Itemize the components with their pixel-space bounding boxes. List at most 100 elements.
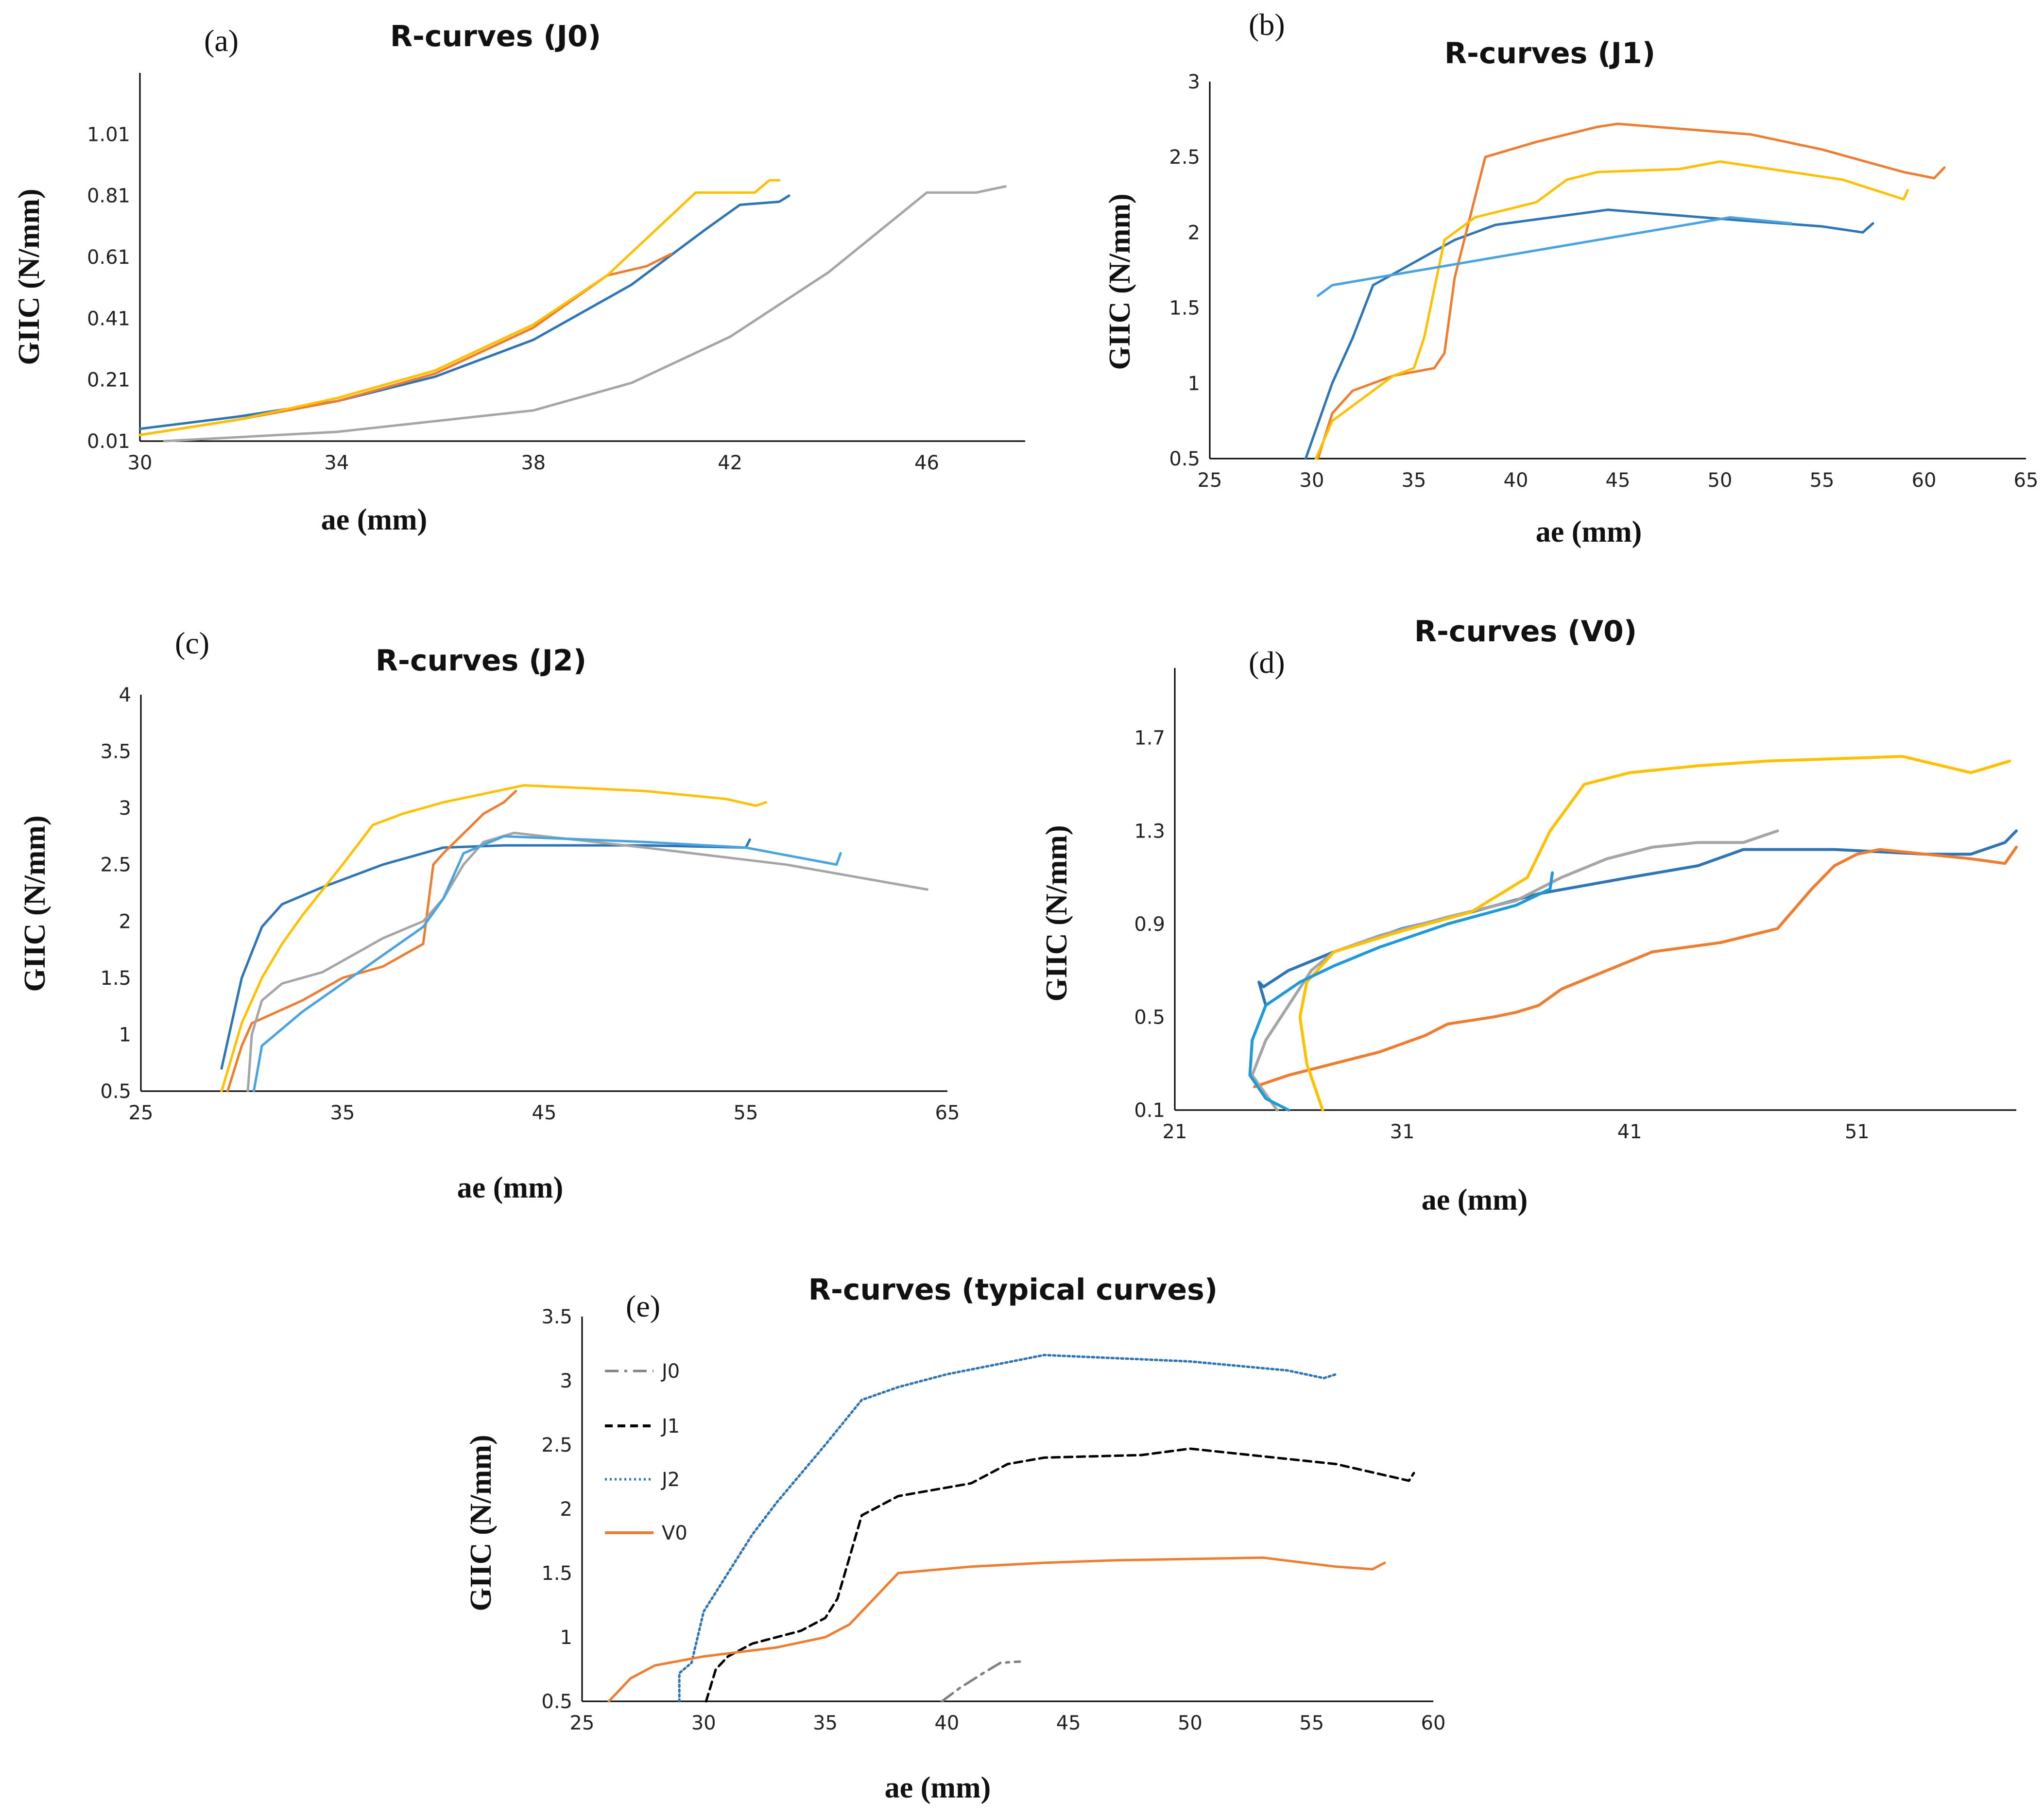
x-axis-label: ae (mm) bbox=[457, 1171, 564, 1204]
series-line-specimen-3 bbox=[1314, 160, 1909, 460]
y-tick-label: 2 bbox=[119, 910, 131, 933]
x-tick-label: 65 bbox=[2014, 469, 2039, 492]
x-tick-label: 41 bbox=[1617, 1121, 1642, 1143]
series-line-specimen-1 bbox=[220, 838, 751, 1070]
chart-panel-c: (c) R-curves (J2) ae (mm) GIIC (N/mm) 25… bbox=[18, 626, 960, 1204]
chart-panel-d: (d) R-curves (V0) ae (mm) GIIC (N/mm) 21… bbox=[1040, 615, 2018, 1216]
x-axis-label: ae (mm) bbox=[321, 503, 428, 536]
chart-title: R-curves (J2) bbox=[376, 644, 586, 678]
x-tick-label: 25 bbox=[570, 1712, 595, 1734]
x-axis-label: ae (mm) bbox=[1536, 515, 1642, 548]
series-line-specimen-4 bbox=[138, 179, 781, 436]
series-line-specimen-5 bbox=[252, 835, 842, 1093]
legend-label-j2: J2 bbox=[660, 1469, 680, 1491]
series-line-specimen-4 bbox=[1317, 216, 1793, 297]
x-tick-label: 55 bbox=[734, 1102, 758, 1124]
series-line-v0 bbox=[607, 1556, 1386, 1703]
chart-panel-a: (a) R-curves (J0) ae (mm) GIIC (N/mm) 30… bbox=[13, 19, 1025, 536]
x-tick-label: 21 bbox=[1163, 1121, 1187, 1143]
chart-panel-b: (b) R-curves (J1) ae (mm) GIIC (N/mm) 25… bbox=[1103, 7, 2038, 548]
y-tick-label: 1 bbox=[560, 1627, 572, 1649]
plot-area bbox=[607, 1353, 1415, 1703]
y-tick-label: 0.61 bbox=[87, 246, 130, 269]
y-tick-label: 0.5 bbox=[1134, 1006, 1165, 1028]
x-tick-label: 45 bbox=[532, 1102, 557, 1124]
y-ticks: 0.5 1 1.5 2 2.5 3 bbox=[1169, 71, 1200, 470]
x-tick-label: 25 bbox=[1198, 469, 1222, 492]
x-axis-label: ae (mm) bbox=[1422, 1183, 1528, 1216]
y-tick-label: 0.5 bbox=[100, 1080, 131, 1103]
x-tick-label: 45 bbox=[1056, 1712, 1081, 1734]
series-line-specimen-2 bbox=[1317, 122, 1946, 460]
y-tick-label: 2 bbox=[560, 1498, 572, 1521]
y-tick-label: 1.5 bbox=[1169, 297, 1200, 320]
y-tick-label: 1.01 bbox=[87, 123, 130, 146]
chart-title: R-curves (V0) bbox=[1414, 615, 1637, 649]
panel-label: (c) bbox=[175, 626, 209, 660]
series-line-specimen-2 bbox=[1253, 845, 2018, 1089]
x-tick-label: 30 bbox=[1300, 469, 1324, 492]
x-tick-label: 46 bbox=[914, 452, 939, 474]
y-tick-label: 0.01 bbox=[87, 430, 130, 453]
series-line-specimen-2 bbox=[226, 789, 517, 1093]
y-tick-label: 1 bbox=[1188, 373, 1200, 395]
x-tick-label: 35 bbox=[813, 1712, 838, 1734]
legend-label-j1: J1 bbox=[660, 1415, 680, 1438]
y-ticks: 0.01 0.21 0.41 0.61 0.81 1.01 bbox=[87, 123, 130, 453]
legend-label-j0: J0 bbox=[660, 1360, 680, 1383]
x-tick-label: 34 bbox=[324, 452, 349, 474]
x-tick-label: 45 bbox=[1606, 469, 1631, 492]
x-ticks: 21 31 41 51 bbox=[1163, 1121, 1870, 1143]
chart-title: R-curves (J0) bbox=[390, 19, 601, 53]
y-ticks: 0.1 0.5 0.9 1.3 1.7 bbox=[1134, 727, 1165, 1122]
x-tick-label: 38 bbox=[521, 452, 546, 474]
y-tick-label: 0.1 bbox=[1134, 1099, 1165, 1122]
x-tick-label: 60 bbox=[1912, 469, 1937, 492]
series-line-j1 bbox=[704, 1447, 1415, 1703]
legend: J0 J1 J2 V0 bbox=[605, 1360, 687, 1544]
series-line-specimen-1 bbox=[1257, 829, 2018, 1007]
x-tick-label: 65 bbox=[935, 1102, 960, 1124]
series-line-specimen-4 bbox=[1298, 755, 2011, 1112]
x-ticks: 25 35 45 55 65 bbox=[129, 1102, 960, 1124]
x-tick-label: 25 bbox=[129, 1102, 154, 1124]
y-tick-label: 0.9 bbox=[1134, 913, 1165, 936]
x-ticks: 25 30 35 40 45 50 55 60 65 bbox=[1198, 469, 2039, 492]
y-ticks: 0.5 1 1.5 2 2.5 3 3.5 bbox=[541, 1306, 572, 1713]
panel-label: (e) bbox=[626, 1289, 660, 1323]
series-line-specimen-3 bbox=[1251, 829, 1779, 1112]
series-line-j0 bbox=[941, 1660, 1021, 1703]
x-tick-label: 51 bbox=[1845, 1121, 1870, 1143]
y-tick-label: 1.5 bbox=[541, 1562, 572, 1585]
y-tick-label: 0.21 bbox=[87, 369, 130, 392]
series-line-specimen-5 bbox=[1248, 871, 1554, 1112]
y-tick-label: 2.5 bbox=[541, 1434, 572, 1456]
chart-panel-e: (e) R-curves (typical curves) ae (mm) GI… bbox=[464, 1273, 1445, 1804]
plot-area bbox=[1304, 122, 1946, 460]
y-tick-label: 1.3 bbox=[1134, 820, 1165, 842]
panel-label: (a) bbox=[204, 23, 239, 58]
plot-area bbox=[138, 179, 1007, 443]
y-ticks: 0.5 1 1.5 2 2.5 3 3.5 4 bbox=[100, 684, 131, 1103]
series-line-specimen-3 bbox=[163, 185, 1007, 443]
series-line-specimen-3 bbox=[246, 831, 928, 1093]
x-tick-label: 30 bbox=[691, 1712, 716, 1734]
panel-label: (d) bbox=[1249, 645, 1285, 680]
y-tick-label: 0.81 bbox=[87, 185, 130, 207]
series-line-j2 bbox=[678, 1353, 1338, 1703]
y-tick-label: 1.7 bbox=[1134, 727, 1165, 750]
y-tick-label: 2.5 bbox=[100, 854, 131, 876]
y-axis-label: GIIC (N/mm) bbox=[464, 1435, 498, 1611]
y-tick-label: 0.41 bbox=[87, 308, 130, 330]
y-axis-label: GIIC (N/mm) bbox=[13, 188, 46, 365]
plot-area bbox=[220, 784, 928, 1093]
y-tick-label: 3.5 bbox=[541, 1306, 572, 1328]
y-tick-label: 1 bbox=[119, 1024, 131, 1046]
panel-label: (b) bbox=[1249, 7, 1285, 42]
y-tick-label: 0.5 bbox=[1169, 448, 1200, 470]
y-axis-label: GIIC (N/mm) bbox=[1103, 193, 1136, 370]
x-tick-label: 55 bbox=[1810, 469, 1835, 492]
series-line-specimen-1 bbox=[1304, 208, 1874, 460]
x-tick-label: 31 bbox=[1390, 1121, 1415, 1143]
